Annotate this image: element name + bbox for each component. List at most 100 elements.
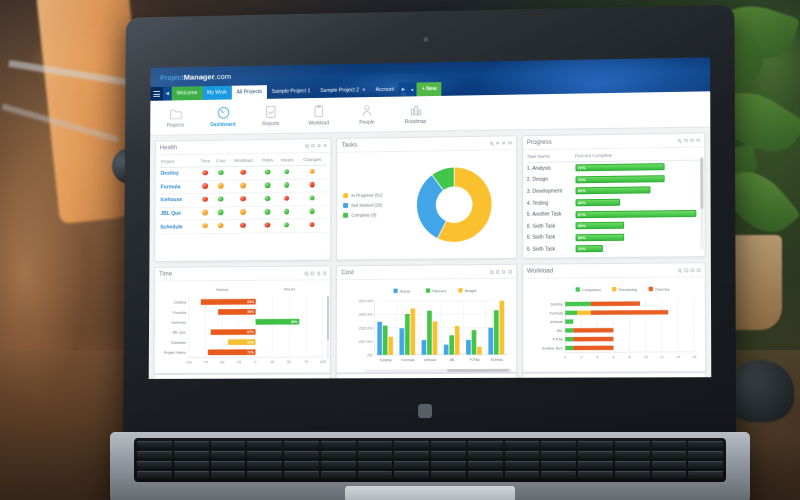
tabs-overflow-icon[interactable]: ▼	[407, 82, 417, 97]
close-icon[interactable]	[696, 138, 701, 142]
search-icon[interactable]	[489, 270, 494, 274]
tasks-donut-chart[interactable]	[397, 159, 512, 250]
bar-segment[interactable]	[564, 337, 573, 342]
search-icon[interactable]	[304, 271, 309, 276]
scrollbar-vertical[interactable]	[700, 157, 704, 251]
expand-icon[interactable]	[316, 271, 321, 276]
ribbon-item-dashboard[interactable]: Dashboard	[205, 105, 240, 128]
time-chart[interactable]: Behind Ahead -100 -75 -50 -25 0 25 50 75 100 Destin…	[158, 283, 326, 370]
bar[interactable]	[444, 345, 450, 356]
project-name[interactable]: Formula	[159, 180, 198, 195]
search-icon[interactable]	[678, 268, 682, 272]
search-icon[interactable]	[489, 141, 494, 145]
bar-segment[interactable]	[564, 302, 591, 307]
close-icon[interactable]	[323, 143, 327, 148]
new-button[interactable]: + New	[416, 82, 442, 97]
bar-segment[interactable]	[572, 345, 614, 351]
close-icon[interactable]	[696, 268, 701, 272]
tab-my-work[interactable]: My Work	[202, 85, 232, 100]
bar[interactable]	[471, 330, 477, 355]
cost-chart[interactable]: Actual Planned Budget Z$1 Z$17,500 Z$35,000 Z$…	[341, 281, 512, 369]
bar-segment[interactable]	[564, 328, 573, 333]
bar[interactable]	[405, 314, 410, 356]
tab-sample-project-1[interactable]: Sample Project 1	[267, 84, 316, 99]
project-name[interactable]: Destiny	[159, 167, 198, 181]
app-logo[interactable]: ProjectManager.com	[160, 72, 231, 82]
bar[interactable]	[493, 310, 499, 355]
bar-segment[interactable]	[576, 310, 591, 316]
settings-icon[interactable]	[310, 271, 315, 276]
trackpad[interactable]	[345, 486, 515, 500]
scrollbar-vertical[interactable]	[326, 296, 330, 359]
tab-sample-project-2[interactable]: Sample Project 2 ✕	[315, 83, 370, 98]
bar[interactable]	[476, 346, 482, 355]
bar[interactable]	[207, 349, 256, 356]
expand-icon[interactable]	[502, 141, 506, 145]
legend-item[interactable]: Not Started (29)	[343, 203, 396, 209]
tab-account[interactable]: Account	[371, 83, 399, 97]
bar-segment[interactable]	[564, 310, 577, 316]
ribbon-item-roadmap[interactable]: Roadmap	[398, 102, 434, 125]
bar[interactable]	[449, 335, 455, 356]
bar[interactable]	[255, 319, 300, 326]
legend-item[interactable]: Complete (9)	[343, 212, 396, 218]
bar[interactable]	[210, 329, 256, 336]
bar[interactable]	[410, 308, 416, 356]
bar[interactable]	[455, 326, 461, 355]
bar[interactable]	[228, 339, 256, 346]
donut-slice[interactable]	[432, 167, 454, 190]
bar[interactable]	[383, 325, 388, 356]
bar-segment[interactable]	[564, 319, 573, 325]
workload-chart[interactable]: Completed Remaining Overdue 0 2 4 6 8 10 12 14 16 De…	[527, 280, 701, 369]
bar-segment[interactable]	[564, 346, 573, 351]
tab-all-projects[interactable]: All Projects	[231, 85, 267, 100]
bar[interactable]	[466, 340, 471, 355]
tab-welcome[interactable]: Welcome	[171, 86, 203, 101]
close-icon[interactable]	[322, 271, 327, 275]
bar-segment[interactable]	[572, 337, 614, 342]
ribbon-item-projects[interactable]: Projects	[158, 106, 193, 129]
bar[interactable]	[433, 322, 439, 356]
search-icon[interactable]	[305, 144, 309, 148]
close-icon[interactable]	[508, 141, 512, 145]
bar-segment[interactable]	[590, 310, 668, 316]
bar[interactable]	[377, 322, 383, 356]
close-icon[interactable]: ✕	[362, 87, 366, 93]
donut-slice[interactable]	[416, 174, 446, 238]
legend-item[interactable]: In Progress (51)	[343, 193, 396, 199]
bar[interactable]	[427, 311, 433, 356]
settings-icon[interactable]	[311, 143, 315, 148]
close-icon[interactable]	[508, 269, 512, 274]
donut-slice[interactable]	[437, 166, 491, 242]
bar[interactable]	[399, 328, 405, 356]
project-name[interactable]: JBL Que	[159, 206, 198, 221]
list-item[interactable]: 6. Sixth Task 22%	[527, 242, 701, 255]
expand-icon[interactable]	[502, 269, 506, 274]
card-planner[interactable]: Planner	[153, 373, 332, 379]
bar[interactable]	[218, 309, 256, 316]
bar[interactable]	[200, 299, 256, 306]
project-name[interactable]: Icehouse	[159, 193, 198, 208]
card-risks[interactable]: Risks	[521, 372, 707, 379]
bar[interactable]	[422, 340, 428, 356]
bar[interactable]	[487, 327, 494, 355]
table-row[interactable]: Schedule	[159, 218, 327, 234]
settings-icon[interactable]	[495, 141, 500, 145]
bar-segment[interactable]	[590, 301, 640, 307]
bar[interactable]	[388, 337, 394, 356]
search-icon[interactable]	[677, 138, 682, 143]
expand-icon[interactable]	[690, 268, 695, 272]
ribbon-item-people[interactable]: People	[349, 103, 385, 126]
expand-icon[interactable]	[690, 138, 694, 143]
ribbon-item-reports[interactable]: Reports	[253, 104, 288, 127]
expand-icon[interactable]	[317, 143, 321, 148]
project-name[interactable]: Schedule	[159, 220, 198, 234]
bar-segment[interactable]	[572, 328, 614, 333]
bar[interactable]	[499, 301, 505, 355]
scrollbar-horizontal[interactable]	[364, 368, 512, 372]
settings-icon[interactable]	[495, 269, 500, 274]
card-expenses[interactable]: Expenses	[336, 372, 517, 379]
ribbon-item-workload[interactable]: Workload	[301, 104, 336, 127]
menu-icon[interactable]	[150, 86, 164, 101]
tabs-scroll-left-icon[interactable]: ◀	[162, 86, 172, 101]
